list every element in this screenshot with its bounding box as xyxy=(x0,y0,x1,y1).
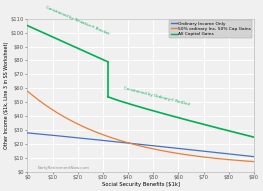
Text: Constrained by Ordinary® NotDed: Constrained by Ordinary® NotDed xyxy=(123,86,190,106)
X-axis label: Social Security Benefits [$1k]: Social Security Benefits [$1k] xyxy=(102,182,180,187)
Text: EarlyRetirementNow.com: EarlyRetirementNow.com xyxy=(37,166,90,170)
Legend: Ordinary Income Only, 50% ordinary Inc, 50% Cap Gains, All Capital Gains: Ordinary Income Only, 50% ordinary Inc, … xyxy=(169,20,252,38)
Text: Constrained by Tentative® Bracket: Constrained by Tentative® Bracket xyxy=(45,5,110,35)
Y-axis label: Other Income ($1k, Line 3 in SS Worksheet): Other Income ($1k, Line 3 in SS Workshee… xyxy=(4,42,9,149)
